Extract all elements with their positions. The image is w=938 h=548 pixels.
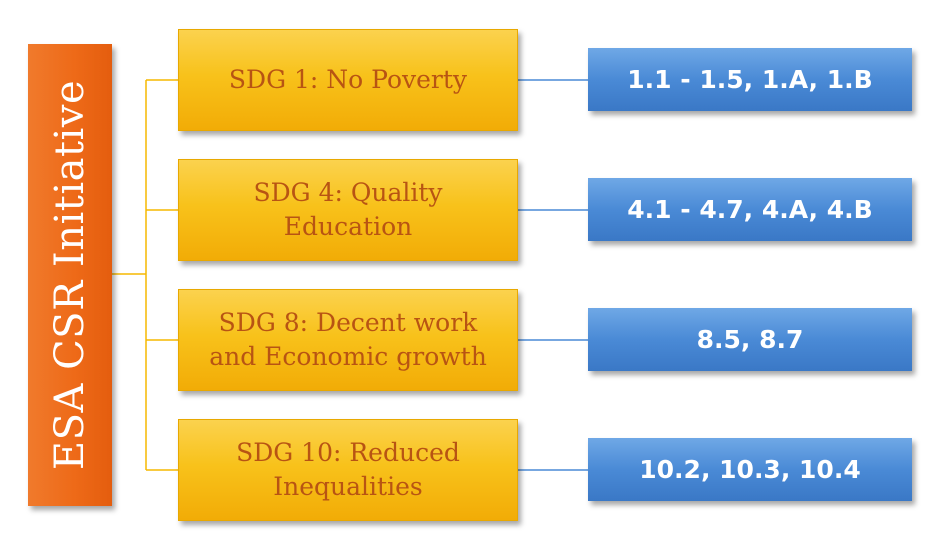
sdg-node-1: SDG 1: No Poverty — [178, 29, 518, 131]
sdg-label-1: SDG 1: No Poverty — [228, 65, 468, 94]
root-node: ESA CSR Initiative — [28, 44, 112, 506]
target-label-1: 1.1 - 1.5, 1.A, 1.B — [627, 65, 873, 94]
target-node-8: 8.5, 8.7 — [588, 308, 912, 371]
root-label: ESA CSR Initiative — [47, 79, 93, 471]
sdg-label-10: SDG 10: Reduced Inequalities — [236, 438, 460, 501]
sdg-node-8: SDG 8: Decent work and Economic growth — [178, 289, 518, 391]
target-node-10: 10.2, 10.3, 10.4 — [588, 438, 912, 501]
sdg-node-10: SDG 10: Reduced Inequalities — [178, 419, 518, 521]
target-node-4: 4.1 - 4.7, 4.A, 4.B — [588, 178, 912, 241]
sdg-label-8: SDG 8: Decent work and Economic growth — [209, 308, 487, 371]
target-label-4: 4.1 - 4.7, 4.A, 4.B — [627, 195, 873, 224]
target-label-8: 8.5, 8.7 — [696, 325, 804, 354]
target-node-1: 1.1 - 1.5, 1.A, 1.B — [588, 48, 912, 111]
sdg-node-4: SDG 4: Quality Education — [178, 159, 518, 261]
sdg-label-4: SDG 4: Quality Education — [253, 178, 443, 241]
target-label-10: 10.2, 10.3, 10.4 — [639, 455, 861, 484]
